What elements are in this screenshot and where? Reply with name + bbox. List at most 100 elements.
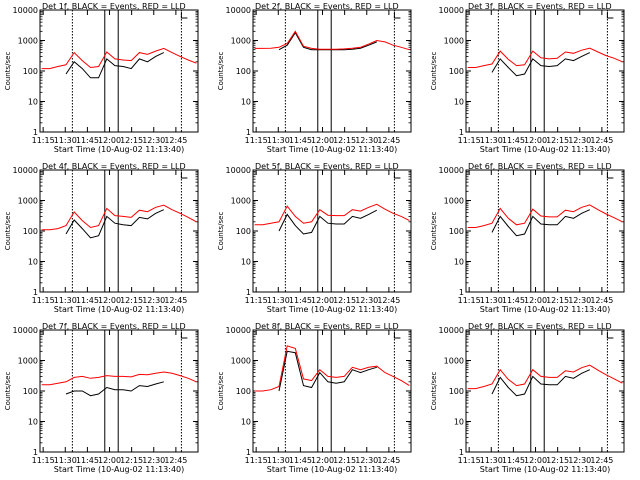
series-lld bbox=[254, 203, 410, 226]
y-tick-label: 100 bbox=[449, 387, 464, 396]
x-tick-label: 12:15 bbox=[333, 136, 356, 145]
y-tick-label: 10 bbox=[454, 418, 464, 427]
x-tick-label: 11:45 bbox=[289, 456, 312, 465]
x-axis-label: Start Time (10-Aug-02 11:13:40) bbox=[54, 305, 185, 314]
marker-step bbox=[606, 172, 614, 179]
x-tick-label: 12:45 bbox=[164, 456, 187, 465]
x-tick-label: 12:30 bbox=[142, 456, 165, 465]
x-tick-label: 12:00 bbox=[524, 296, 547, 305]
panel-title: Det 8f, BLACK = Events, RED = LLD bbox=[255, 322, 399, 331]
plot-frame bbox=[39, 9, 199, 133]
series-events bbox=[65, 209, 165, 239]
x-tick-label: 11:30 bbox=[267, 296, 290, 305]
x-tick-label: 11:15 bbox=[245, 456, 268, 465]
y-tick-label: 10000 bbox=[439, 166, 464, 175]
panel-det-4: Det 4f, BLACK = Events, RED = LLD 1 10 100 1… bbox=[4, 162, 199, 314]
series-events bbox=[491, 369, 591, 397]
x-tick-label: 11:15 bbox=[458, 456, 481, 465]
x-tick-label: 12:30 bbox=[355, 136, 378, 145]
x-tick-label: 12:45 bbox=[590, 296, 613, 305]
y-tick-label: 10000 bbox=[226, 6, 251, 15]
x-tick-label: 11:15 bbox=[458, 296, 481, 305]
marker-step bbox=[180, 12, 188, 19]
x-tick-label: 12:30 bbox=[568, 296, 591, 305]
x-axis-label: Start Time (10-Aug-02 11:13:40) bbox=[480, 145, 611, 154]
series-lld bbox=[467, 47, 623, 68]
x-tick-label: 12:00 bbox=[311, 296, 334, 305]
x-tick-label: 11:15 bbox=[32, 296, 55, 305]
series-lld bbox=[254, 30, 410, 51]
panel-det-5: Det 5f, BLACK = Events, RED = LLD 1 10 100 1… bbox=[217, 162, 412, 314]
x-tick-label: 11:45 bbox=[502, 456, 525, 465]
y-tick-label: 100 bbox=[23, 387, 38, 396]
x-tick-label: 12:15 bbox=[120, 136, 143, 145]
series-lld bbox=[41, 47, 197, 70]
x-tick-label: 11:15 bbox=[32, 136, 55, 145]
x-tick-label: 11:30 bbox=[480, 296, 503, 305]
y-tick-label: 1000 bbox=[231, 197, 251, 206]
marker-step bbox=[180, 172, 188, 179]
y-axis-label: Counts/sec bbox=[4, 52, 12, 91]
y-tick-label: 10 bbox=[28, 418, 38, 427]
x-tick-label: 12:00 bbox=[98, 296, 121, 305]
marker-step bbox=[606, 332, 614, 339]
y-tick-label: 10 bbox=[28, 98, 38, 107]
x-tick-label: 12:15 bbox=[333, 456, 356, 465]
x-tick-label: 11:30 bbox=[54, 136, 77, 145]
y-tick-label: 1000 bbox=[231, 37, 251, 46]
x-tick-label: 12:30 bbox=[142, 296, 165, 305]
y-tick-label: 1 bbox=[246, 288, 251, 297]
x-tick-label: 11:30 bbox=[54, 296, 77, 305]
y-tick-label: 1 bbox=[246, 448, 251, 457]
panel-det-3: Det 3f, BLACK = Events, RED = LLD 1 10 100 1… bbox=[430, 2, 625, 154]
y-tick-label: 100 bbox=[236, 227, 251, 236]
x-tick-label: 12:15 bbox=[546, 136, 569, 145]
plot-frame bbox=[465, 329, 625, 453]
x-tick-label: 11:15 bbox=[32, 456, 55, 465]
x-tick-label: 12:00 bbox=[98, 456, 121, 465]
x-tick-label: 11:30 bbox=[480, 136, 503, 145]
x-tick-label: 11:15 bbox=[245, 296, 268, 305]
x-axis-label: Start Time (10-Aug-02 11:13:40) bbox=[54, 465, 185, 474]
y-tick-label: 10 bbox=[28, 258, 38, 267]
series-events bbox=[491, 209, 591, 237]
x-tick-label: 12:15 bbox=[546, 296, 569, 305]
panel-title: Det 3f, BLACK = Events, RED = LLD bbox=[468, 2, 612, 11]
y-tick-label: 1000 bbox=[444, 357, 464, 366]
x-axis-label: Start Time (10-Aug-02 11:13:40) bbox=[480, 305, 611, 314]
y-axis-label: Counts/sec bbox=[217, 212, 225, 251]
y-tick-label: 10 bbox=[454, 258, 464, 267]
panel-title: Det 4f, BLACK = Events, RED = LLD bbox=[42, 162, 186, 171]
panel-det-7: Det 7f, BLACK = Events, RED = LLD 1 10 100 1… bbox=[4, 322, 199, 474]
plot-frame bbox=[465, 9, 625, 133]
x-tick-label: 12:30 bbox=[568, 136, 591, 145]
x-tick-label: 12:45 bbox=[377, 456, 400, 465]
series-lld bbox=[254, 345, 410, 392]
x-tick-label: 12:15 bbox=[546, 456, 569, 465]
series-lld bbox=[467, 204, 623, 228]
y-tick-label: 100 bbox=[236, 67, 251, 76]
y-tick-label: 100 bbox=[23, 227, 38, 236]
y-axis-label: Counts/sec bbox=[430, 212, 438, 251]
panel-det-1: Det 1f, BLACK = Events, RED = LLD 1 10 100 1… bbox=[4, 2, 199, 154]
y-axis-label: Counts/sec bbox=[4, 372, 12, 411]
x-tick-label: 11:45 bbox=[289, 296, 312, 305]
y-axis-label: Counts/sec bbox=[217, 372, 225, 411]
panel-det-6: Det 6f, BLACK = Events, RED = LLD 1 10 100 1… bbox=[430, 162, 625, 314]
panel-det-2: Det 2f, BLACK = Events, RED = LLD 1 10 100 1… bbox=[217, 2, 412, 154]
x-tick-label: 11:45 bbox=[502, 136, 525, 145]
x-tick-label: 11:45 bbox=[76, 136, 99, 145]
y-tick-label: 100 bbox=[449, 67, 464, 76]
x-tick-label: 11:30 bbox=[267, 136, 290, 145]
y-tick-label: 100 bbox=[23, 67, 38, 76]
plot-frame bbox=[252, 9, 412, 133]
y-tick-label: 10000 bbox=[13, 326, 38, 335]
series-lld bbox=[467, 364, 623, 390]
x-tick-label: 12:45 bbox=[164, 136, 187, 145]
plot-frame bbox=[252, 329, 412, 453]
y-tick-label: 10 bbox=[241, 258, 251, 267]
y-tick-label: 1 bbox=[33, 448, 38, 457]
x-tick-label: 12:30 bbox=[355, 456, 378, 465]
series-events bbox=[278, 350, 377, 392]
